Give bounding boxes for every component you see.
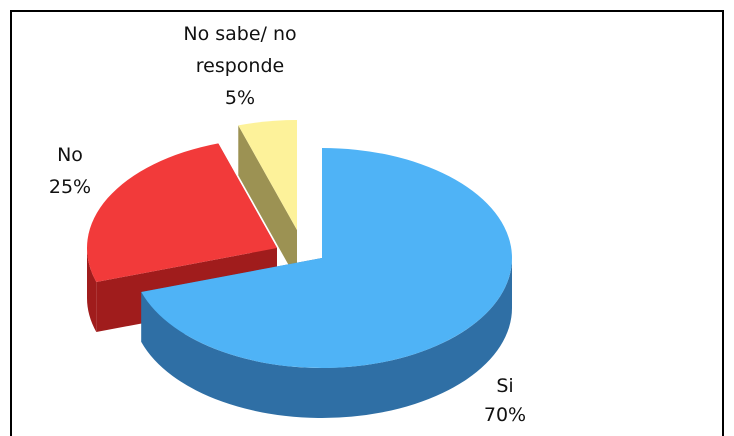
slice-no-sabe-wall-0 xyxy=(238,125,297,280)
slice-si-outer-side xyxy=(141,258,512,419)
label-si: Si xyxy=(496,375,513,397)
slice-no xyxy=(87,143,277,282)
label-no-sabe-line2: responde xyxy=(196,55,284,77)
slice-si xyxy=(141,148,512,368)
label-no: No xyxy=(57,144,83,166)
label-no-percent: 25% xyxy=(49,176,91,198)
slice-no-sabe xyxy=(238,120,297,230)
slice-no-outer-side xyxy=(87,248,97,332)
pie-tops xyxy=(87,120,512,368)
label-no-sabe-percent: 5% xyxy=(225,87,255,109)
label-no-sabe-line1: No sabe/ no xyxy=(183,23,296,45)
label-si-percent: 70% xyxy=(484,404,526,426)
